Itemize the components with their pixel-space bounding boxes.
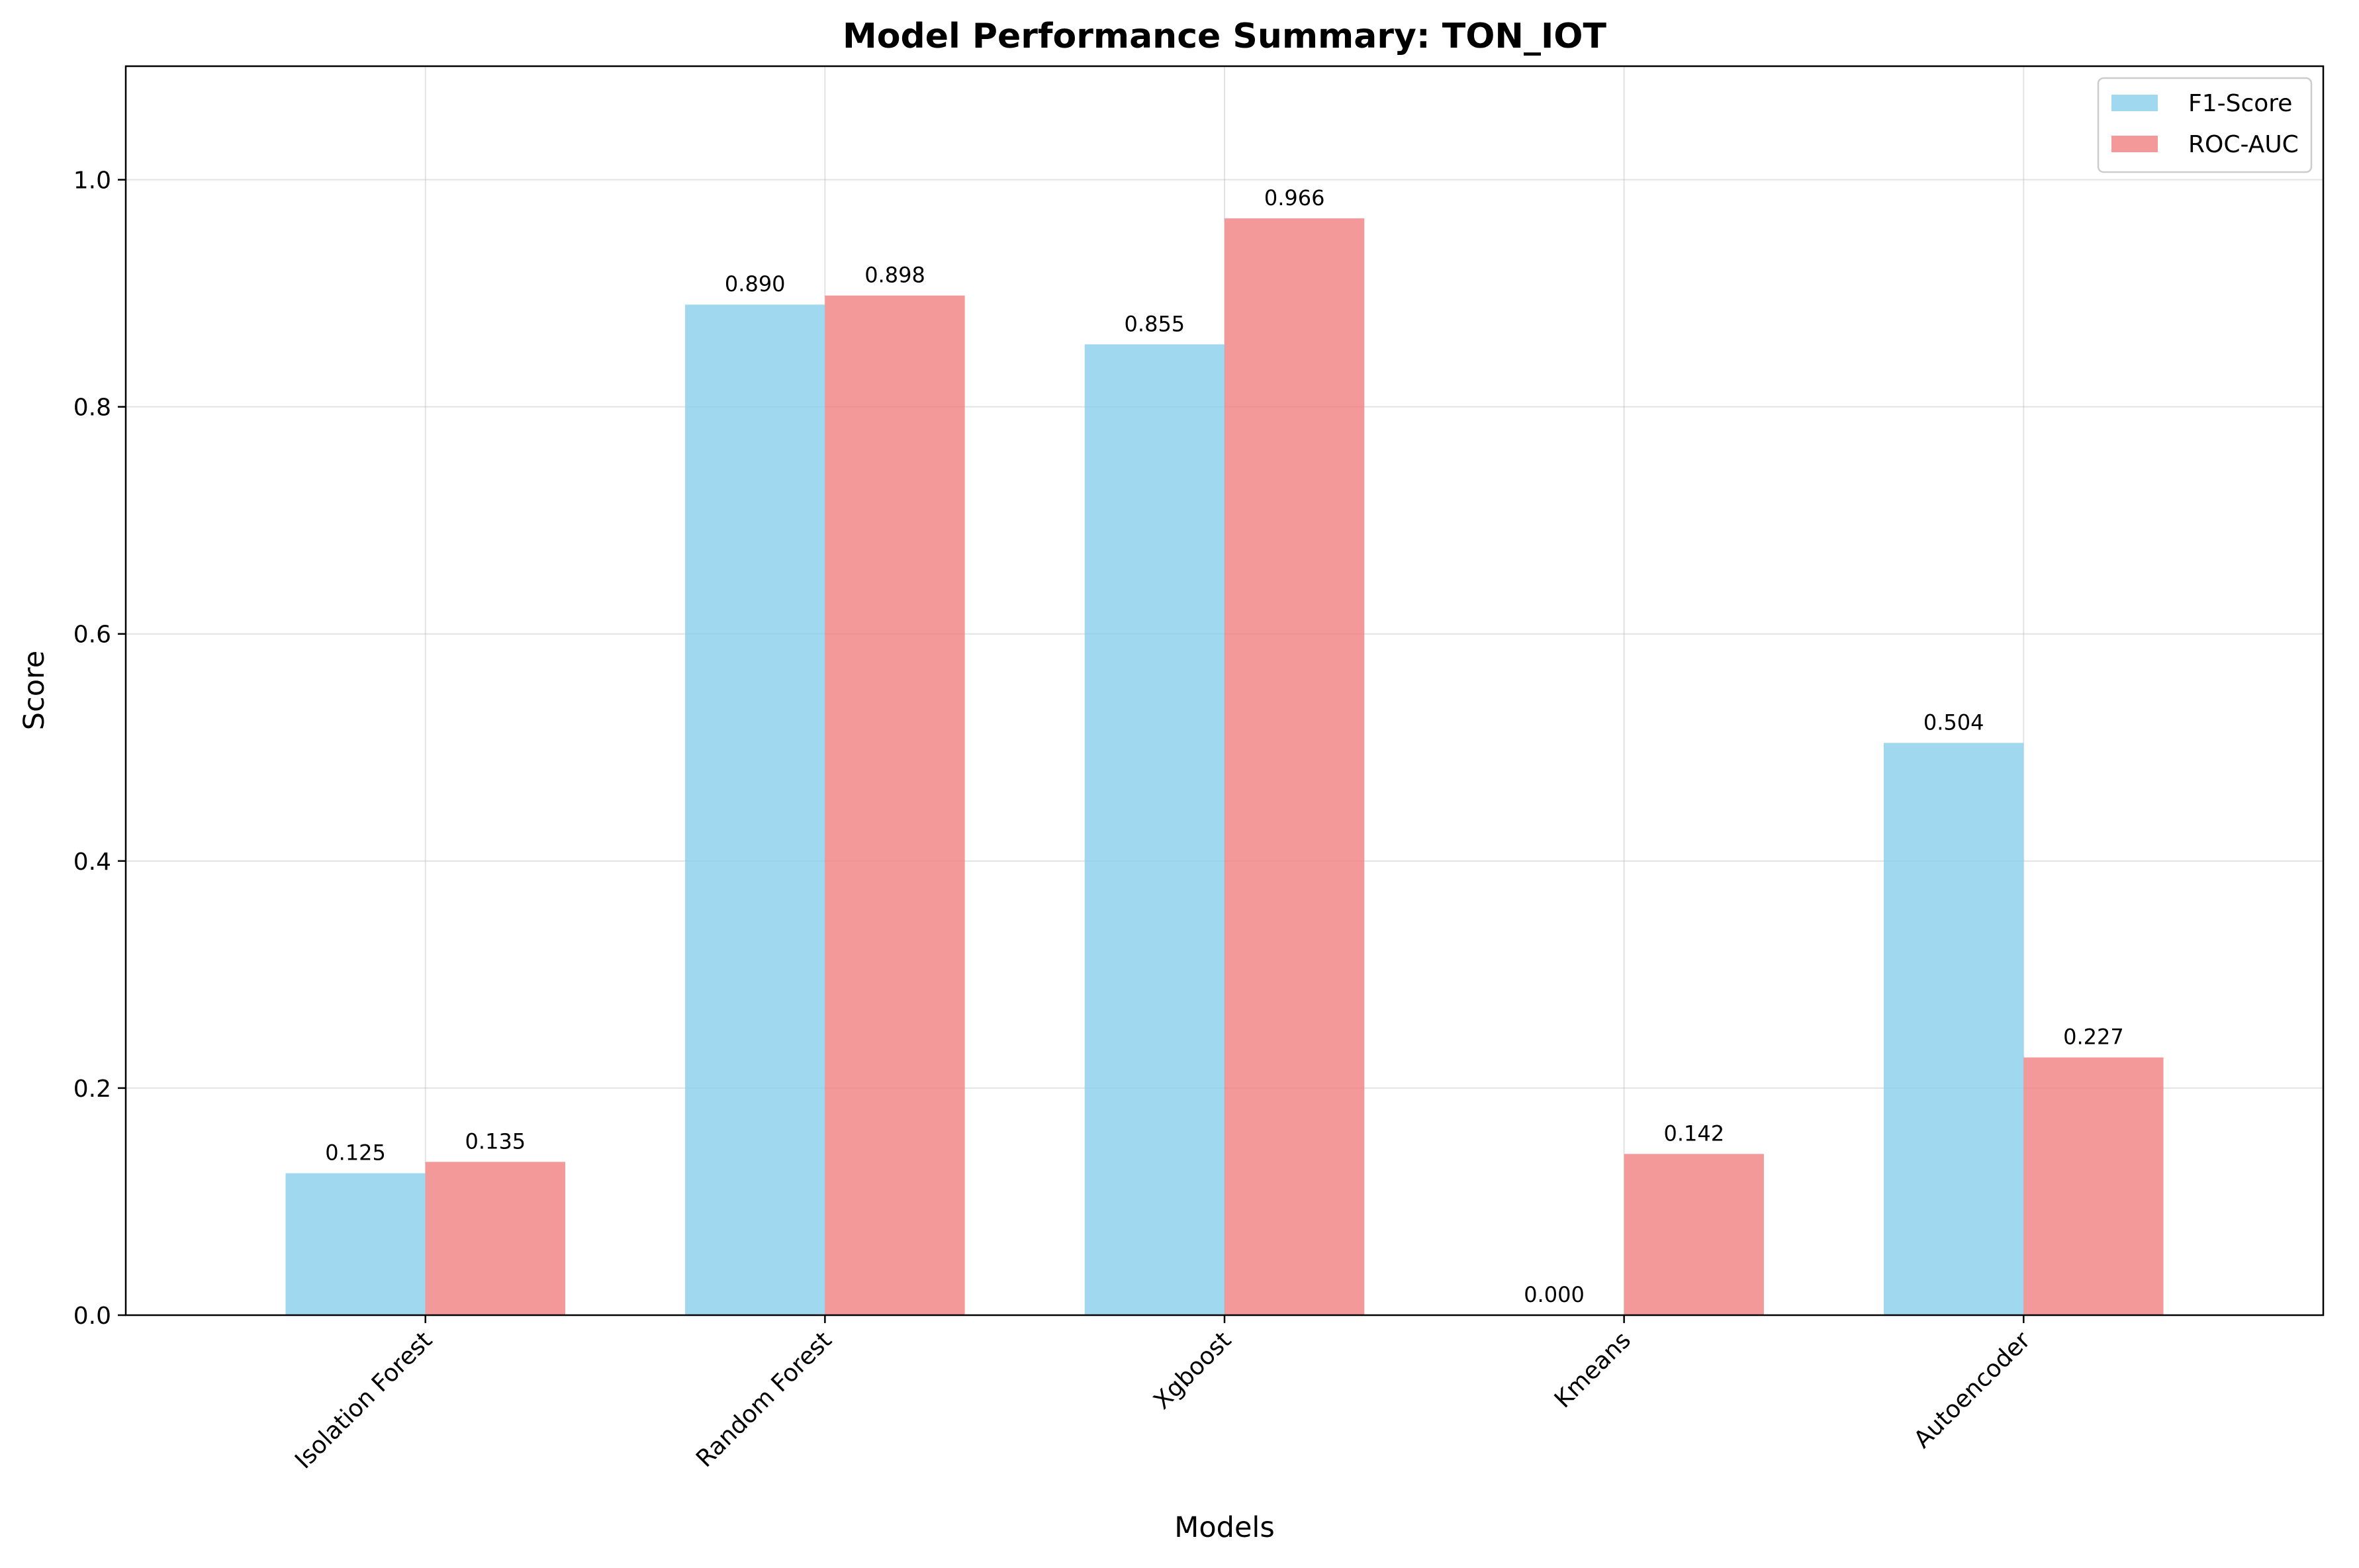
bar-f1-score-isolation-forest [285,1173,426,1315]
x-tick-label-random-forest: Random Forest [691,1326,837,1473]
legend: F1-Score ROC-AUC [2097,77,2313,173]
x-tick-label-autoencoder: Autoencoder [1909,1326,2036,1453]
bars-layer [285,218,2164,1316]
legend-label-f1-score: F1-Score [2188,90,2292,117]
x-tick-label-kmeans: Kmeans [1550,1326,1636,1413]
bar-f1-score-autoencoder [1884,743,2024,1315]
y-axis-label: Score [18,651,51,730]
data-label-roc-auc-kmeans: 0.142 [1663,1121,1724,1146]
data-label-roc-auc-xgboost: 0.966 [1264,185,1325,210]
bar-f1-score-random-forest [685,304,825,1315]
data-label-f1-score-isolation-forest: 0.125 [325,1140,386,1166]
x-tick-label-isolation-forest: Isolation Forest [290,1326,438,1474]
y-tick-label: 0.8 [73,394,111,422]
data-label-f1-score-random-forest: 0.890 [725,271,786,297]
x-tick-label-xgboost: Xgboost [1148,1326,1236,1414]
y-tick-label: 1.0 [73,167,111,195]
y-tick-label: 0.4 [73,849,111,876]
data-label-f1-score-kmeans: 0.000 [1524,1282,1585,1307]
chart-title: Model Performance Summary: TON_IOT [843,17,1607,56]
data-label-roc-auc-random-forest: 0.898 [864,263,925,288]
data-label-roc-auc-isolation-forest: 0.135 [465,1129,526,1154]
data-label-f1-score-autoencoder: 0.504 [1923,710,1984,735]
bar-roc-auc-isolation-forest [425,1162,565,1315]
y-tick-label: 0.6 [73,622,111,649]
data-label-roc-auc-autoencoder: 0.227 [2063,1025,2124,1050]
y-tick-label: 0.2 [73,1076,111,1103]
legend-label-roc-auc: ROC-AUC [2188,131,2299,158]
legend-swatch-roc-auc [2111,136,2158,152]
y-axis: 0.0 0.2 0.4 0.6 0.8 1.0 [73,167,126,1330]
data-labels-layer: 0.125 0.890 0.855 0.000 0.504 0.135 0.898 0.966… [325,185,2123,1307]
bar-f1-score-xgboost [1084,344,1225,1315]
bar-roc-auc-xgboost [1225,218,1365,1316]
bar-roc-auc-autoencoder [2023,1057,2164,1315]
x-axis: Isolation Forest Random Forest Xgboost Kmea… [290,1315,2036,1474]
bar-roc-auc-kmeans [1624,1154,1764,1315]
x-axis-label: Models [1174,1511,1275,1544]
legend-swatch-f1-score [2111,95,2158,111]
y-tick-label: 0.0 [73,1303,111,1330]
data-label-f1-score-xgboost: 0.855 [1125,311,1185,336]
bar-roc-auc-random-forest [825,295,965,1315]
